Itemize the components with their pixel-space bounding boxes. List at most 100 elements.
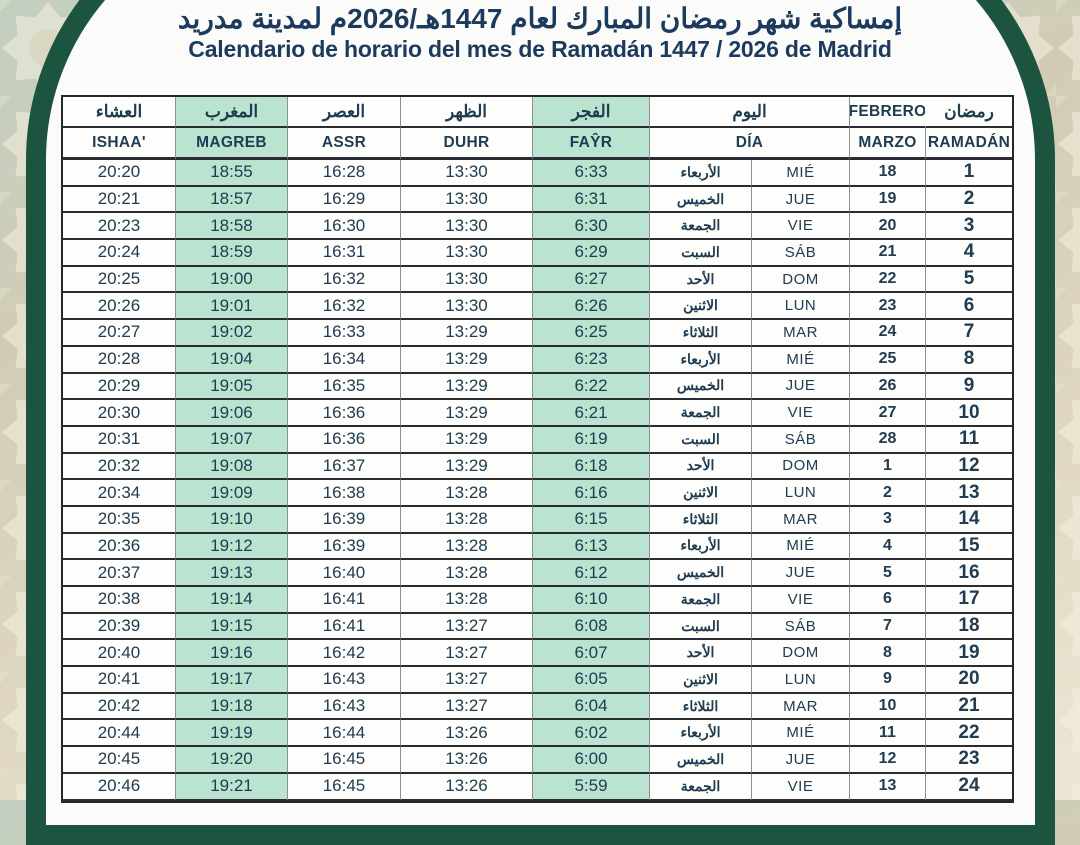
cell-ishaa-time: 20:42: [63, 693, 176, 721]
cell-fajr-time: 6:13: [533, 533, 650, 561]
cell-day-arabic: الاثنين: [650, 480, 752, 507]
cell-month-date: 28: [850, 426, 926, 454]
cell-day-spanish: JUE: [752, 560, 850, 587]
cell-magreb-time: 19:00: [176, 266, 288, 294]
cell-fajr-time: 6:33: [533, 160, 650, 187]
cell-ishaa-time: 20:34: [63, 480, 176, 507]
cell-day-arabic: السبت: [650, 613, 752, 641]
cell-ramadan-day: 21: [926, 693, 1012, 721]
cell-ramadan-day: 3: [926, 213, 1012, 241]
cell-day-spanish: VIE: [752, 213, 850, 241]
cell-duhr-time: 13:29: [401, 400, 533, 427]
cell-month-date: 12: [850, 747, 926, 774]
cell-duhr-time: 13:28: [401, 587, 533, 614]
header-magreb-ar: المغرب: [176, 97, 288, 128]
cell-magreb-time: 18:58: [176, 213, 288, 241]
cell-fajr-time: 6:30: [533, 213, 650, 241]
cell-assr-time: 16:43: [288, 693, 401, 721]
cell-ishaa-time: 20:39: [63, 613, 176, 641]
cell-month-date: 4: [850, 533, 926, 561]
cell-assr-time: 16:30: [288, 213, 401, 241]
cell-magreb-time: 19:19: [176, 720, 288, 748]
cell-ishaa-time: 20:35: [63, 506, 176, 534]
header-day-es: DÍA: [650, 128, 850, 160]
cell-fajr-time: 6:19: [533, 426, 650, 454]
cell-month-date: 23: [850, 293, 926, 321]
title-arabic: إمساكية شهر رمضان المبارك لعام 1447هـ/20…: [177, 3, 903, 34]
cell-fajr-time: 6:25: [533, 320, 650, 347]
cell-day-spanish: JUE: [752, 747, 850, 774]
cell-ishaa-time: 20:26: [63, 293, 176, 321]
cell-fajr-time: 6:23: [533, 346, 650, 374]
cell-day-spanish: JUE: [752, 186, 850, 214]
cell-day-arabic: السبت: [650, 426, 752, 454]
cell-ishaa-time: 20:37: [63, 560, 176, 587]
cell-duhr-time: 13:30: [401, 213, 533, 241]
cell-magreb-time: 19:14: [176, 587, 288, 614]
cell-day-spanish: DOM: [752, 640, 850, 668]
cell-assr-time: 16:42: [288, 640, 401, 668]
cell-magreb-time: 19:05: [176, 373, 288, 401]
header-ishaa-es: ISHAA': [63, 128, 176, 160]
cell-ramadan-day: 12: [926, 453, 1012, 481]
cell-magreb-time: 18:55: [176, 160, 288, 187]
cell-ishaa-time: 20:45: [63, 747, 176, 774]
cell-month-date: 18: [850, 160, 926, 187]
prayer-times-table: العشاء المغرب العصر الظهر الفجر اليوم FE…: [61, 95, 1014, 803]
cell-day-arabic: الأربعاء: [650, 533, 752, 561]
cell-magreb-time: 19:20: [176, 747, 288, 774]
header-ramadan-ar: رمضان: [926, 97, 1012, 128]
cell-day-arabic: الأحد: [650, 640, 752, 668]
cell-assr-time: 16:41: [288, 613, 401, 641]
cell-assr-time: 16:39: [288, 533, 401, 561]
cell-assr-time: 16:44: [288, 720, 401, 748]
header-ramadan-es: RAMADÁN: [926, 128, 1012, 160]
cell-magreb-time: 19:13: [176, 560, 288, 587]
cell-ramadan-day: 15: [926, 533, 1012, 561]
header-duhr-es: DUHR: [401, 128, 533, 160]
cell-fajr-time: 6:31: [533, 186, 650, 214]
cell-month-date: 24: [850, 320, 926, 347]
cell-duhr-time: 13:27: [401, 693, 533, 721]
cell-fajr-time: 6:26: [533, 293, 650, 321]
cell-ramadan-day: 7: [926, 320, 1012, 347]
cell-ramadan-day: 6: [926, 293, 1012, 321]
header-magreb-es: MAGREB: [176, 128, 288, 160]
cell-day-spanish: SÁB: [752, 426, 850, 454]
cell-day-spanish: LUN: [752, 667, 850, 694]
cell-month-date: 3: [850, 506, 926, 534]
header-ishaa-ar: العشاء: [63, 97, 176, 128]
cell-month-date: 20: [850, 213, 926, 241]
cell-ishaa-time: 20:41: [63, 667, 176, 694]
cell-duhr-time: 13:28: [401, 480, 533, 507]
cell-fajr-time: 6:04: [533, 693, 650, 721]
cell-ishaa-time: 20:44: [63, 720, 176, 748]
cell-day-arabic: الأربعاء: [650, 160, 752, 187]
cell-month-date: 25: [850, 346, 926, 374]
header-fajr-ar: الفجر: [533, 97, 650, 128]
cell-ramadan-day: 18: [926, 613, 1012, 641]
header-fajr-es: FAŶR: [533, 128, 650, 160]
cell-assr-time: 16:32: [288, 293, 401, 321]
cell-assr-time: 16:28: [288, 160, 401, 187]
cell-ramadan-day: 14: [926, 506, 1012, 534]
cell-day-arabic: الأربعاء: [650, 346, 752, 374]
header-assr-ar: العصر: [288, 97, 401, 128]
cell-month-date: 27: [850, 400, 926, 427]
header-month-bottom: MARZO: [850, 128, 926, 160]
cell-duhr-time: 13:30: [401, 186, 533, 214]
cell-duhr-time: 13:29: [401, 346, 533, 374]
cell-fajr-time: 6:22: [533, 373, 650, 401]
cell-assr-time: 16:40: [288, 560, 401, 587]
cell-ramadan-day: 10: [926, 400, 1012, 427]
cell-fajr-time: 6:07: [533, 640, 650, 668]
cell-magreb-time: 18:57: [176, 186, 288, 214]
cell-month-date: 26: [850, 373, 926, 401]
cell-ramadan-day: 19: [926, 640, 1012, 668]
cell-fajr-time: 6:00: [533, 747, 650, 774]
header-assr-es: ASSR: [288, 128, 401, 160]
cell-ishaa-time: 20:23: [63, 213, 176, 241]
cell-day-arabic: الأحد: [650, 453, 752, 481]
cell-magreb-time: 19:01: [176, 293, 288, 321]
cell-ishaa-time: 20:24: [63, 240, 176, 267]
